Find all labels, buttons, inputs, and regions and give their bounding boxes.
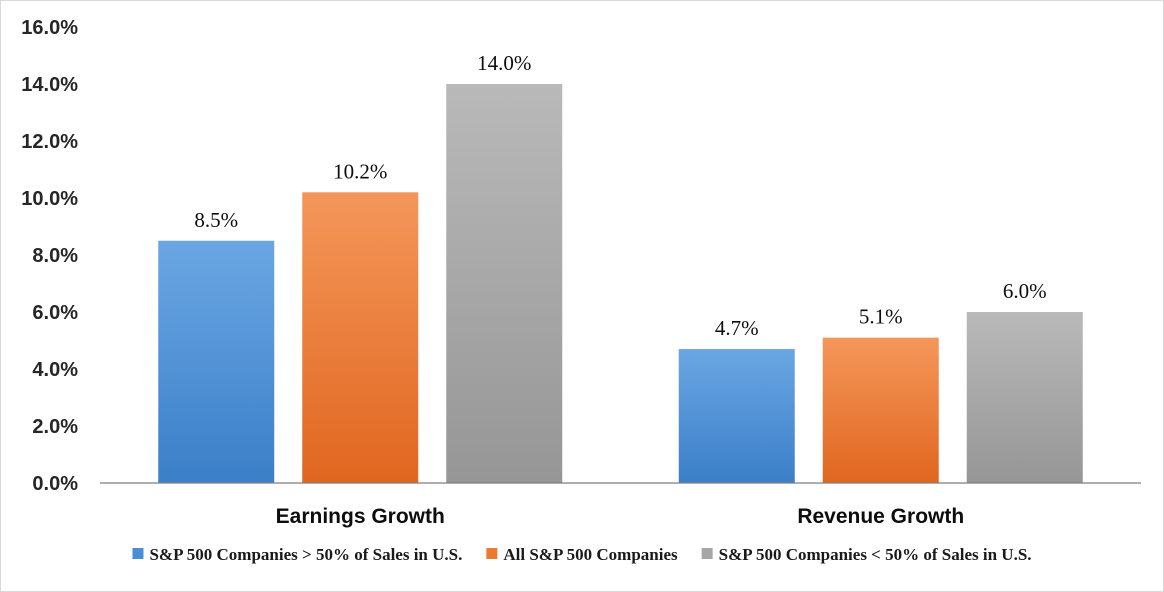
y-tick-label: 6.0%	[32, 302, 78, 324]
bar	[158, 240, 275, 483]
bar	[966, 312, 1083, 483]
bar	[822, 337, 939, 483]
bar	[678, 349, 795, 483]
legend-swatch	[132, 548, 144, 559]
legend: S&P 500 Companies > 50% of Sales in U.S.…	[132, 545, 1032, 564]
y-tick-label: 0.0%	[32, 473, 78, 495]
bar	[302, 192, 419, 484]
data-label: 8.5%	[194, 208, 238, 232]
legend-swatch	[701, 548, 713, 559]
bars: 8.5% 10.2% 14.0% 4.7% 5.1% 6.0%	[158, 51, 1083, 484]
x-category-label: Earnings Growth	[276, 505, 445, 528]
data-label: 5.1%	[859, 305, 903, 329]
bar	[446, 84, 563, 483]
y-tick-label: 16.0%	[21, 17, 78, 39]
y-tick-label: 12.0%	[21, 131, 78, 153]
y-tick-label: 2.0%	[32, 416, 78, 438]
legend-label: S&P 500 Companies > 50% of Sales in U.S.	[149, 545, 462, 564]
y-tick-label: 8.0%	[32, 245, 78, 267]
y-tick-label: 14.0%	[21, 74, 78, 96]
data-label: 6.0%	[1003, 279, 1047, 303]
x-axis-categories: Earnings Growth Revenue Growth	[276, 505, 965, 528]
y-tick-label: 10.0%	[21, 188, 78, 210]
legend-label: S&P 500 Companies < 50% of Sales in U.S.	[719, 545, 1032, 564]
legend-swatch	[486, 548, 498, 559]
x-category-label: Revenue Growth	[797, 505, 964, 528]
data-label: 10.2%	[333, 159, 387, 183]
data-label: 4.7%	[715, 316, 759, 340]
y-axis: 0.0% 2.0% 4.0% 6.0% 8.0% 10.0% 12.0% 14.0% 16.0%	[21, 17, 78, 495]
data-label: 14.0%	[477, 51, 531, 75]
y-tick-label: 4.0%	[32, 359, 78, 381]
legend-label: All S&P 500 Companies	[503, 545, 678, 564]
